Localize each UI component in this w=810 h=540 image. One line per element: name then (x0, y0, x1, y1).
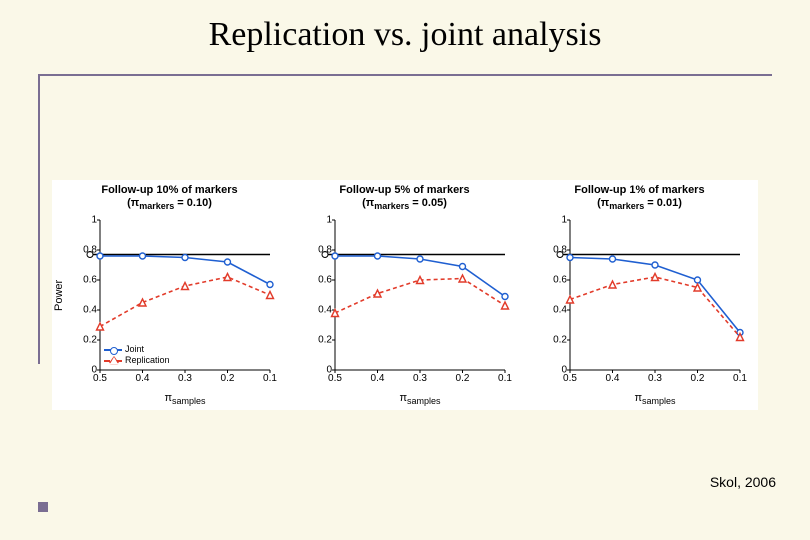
y-tick-label: 0.4 (83, 305, 97, 316)
citation: Skol, 2006 (710, 474, 776, 490)
plot-area: 00.20.40.60.810.50.40.30.20.1 (335, 220, 505, 370)
y-tick-label: 0.6 (83, 275, 97, 286)
plot-area: 00.20.40.60.810.50.40.30.20.1JointReplic… (100, 220, 270, 370)
y-tick-label: 1 (91, 215, 97, 226)
y-tick-label: 0.8 (553, 245, 567, 256)
footer-bullet (38, 502, 48, 512)
chart-panel-1: Follow-up 5% of markers(πmarkers = 0.05)… (287, 180, 522, 410)
x-axis-label: πsamples (570, 392, 740, 406)
replication-marker (139, 299, 146, 306)
joint-marker (375, 253, 381, 259)
joint-marker (182, 255, 188, 261)
joint-marker (460, 264, 466, 270)
legend-item: Replication (104, 355, 170, 366)
replication-marker (417, 277, 424, 284)
x-tick-label: 0.4 (371, 373, 385, 384)
x-tick-label: 0.1 (498, 373, 512, 384)
joint-marker (332, 253, 338, 259)
legend-swatch-icon (104, 357, 122, 365)
side-rule (38, 74, 40, 364)
joint-line (570, 258, 740, 333)
x-tick-label: 0.3 (178, 373, 192, 384)
charts-panel: Follow-up 10% of markers(πmarkers = 0.10… (52, 180, 758, 410)
replication-marker (374, 290, 381, 297)
y-tick-label: 0.2 (318, 335, 332, 346)
x-tick-label: 0.5 (328, 373, 342, 384)
x-tick-label: 0.4 (606, 373, 620, 384)
legend-label: Replication (125, 355, 170, 366)
y-tick-label: 0.6 (553, 275, 567, 286)
replication-marker (609, 281, 616, 288)
joint-marker (610, 256, 616, 262)
joint-marker (267, 282, 273, 288)
y-tick-label: 0.2 (83, 335, 97, 346)
plot-area: 00.20.40.60.810.50.40.30.20.1 (570, 220, 740, 370)
chart-title: Follow-up 5% of markers(πmarkers = 0.05) (287, 184, 522, 213)
replication-marker (459, 275, 466, 282)
joint-marker (652, 262, 658, 268)
replication-marker (567, 296, 574, 303)
replication-marker (97, 323, 104, 330)
y-tick-label: 0.8 (318, 245, 332, 256)
legend-swatch-icon (104, 346, 122, 354)
replication-marker (652, 274, 659, 281)
y-tick-label: 0.4 (553, 305, 567, 316)
y-axis-label: Power (52, 220, 66, 370)
page-title: Replication vs. joint analysis (0, 16, 810, 54)
slide: Replication vs. joint analysis Skol, 200… (0, 0, 810, 540)
replication-marker (502, 302, 509, 309)
x-tick-label: 0.1 (733, 373, 747, 384)
y-tick-label: 1 (561, 215, 567, 226)
x-axis-label: πsamples (335, 392, 505, 406)
joint-marker (140, 253, 146, 259)
y-tick-label: 0.4 (318, 305, 332, 316)
x-tick-label: 0.5 (563, 373, 577, 384)
y-tick-label: 0.6 (318, 275, 332, 286)
title-underline (38, 74, 772, 76)
legend-label: Joint (125, 344, 144, 355)
x-tick-label: 0.1 (263, 373, 277, 384)
chart-title: Follow-up 1% of markers(πmarkers = 0.01) (522, 184, 757, 213)
x-tick-label: 0.2 (221, 373, 235, 384)
replication-marker (267, 292, 274, 299)
replication-line (570, 277, 740, 337)
x-tick-label: 0.3 (413, 373, 427, 384)
replication-marker (332, 310, 339, 317)
legend-item: Joint (104, 344, 170, 355)
x-tick-label: 0.5 (93, 373, 107, 384)
chart-panel-0: Follow-up 10% of markers(πmarkers = 0.10… (52, 180, 287, 410)
joint-marker (225, 259, 231, 265)
chart-title: Follow-up 10% of markers(πmarkers = 0.10… (52, 184, 287, 213)
joint-marker (695, 277, 701, 283)
legend: JointReplication (104, 344, 170, 366)
x-tick-label: 0.4 (136, 373, 150, 384)
y-tick-label: 0.8 (83, 245, 97, 256)
joint-marker (97, 253, 103, 259)
y-tick-label: 0.2 (553, 335, 567, 346)
x-tick-label: 0.3 (648, 373, 662, 384)
joint-marker (502, 294, 508, 300)
replication-marker (224, 274, 231, 281)
joint-marker (417, 256, 423, 262)
joint-marker (567, 255, 573, 261)
chart-svg (570, 220, 740, 370)
chart-svg (335, 220, 505, 370)
replication-marker (182, 283, 189, 290)
x-axis-label: πsamples (100, 392, 270, 406)
x-tick-label: 0.2 (456, 373, 470, 384)
x-tick-label: 0.2 (691, 373, 705, 384)
chart-panel-2: Follow-up 1% of markers(πmarkers = 0.01)… (522, 180, 757, 410)
replication-marker (694, 284, 701, 291)
y-tick-label: 1 (326, 215, 332, 226)
